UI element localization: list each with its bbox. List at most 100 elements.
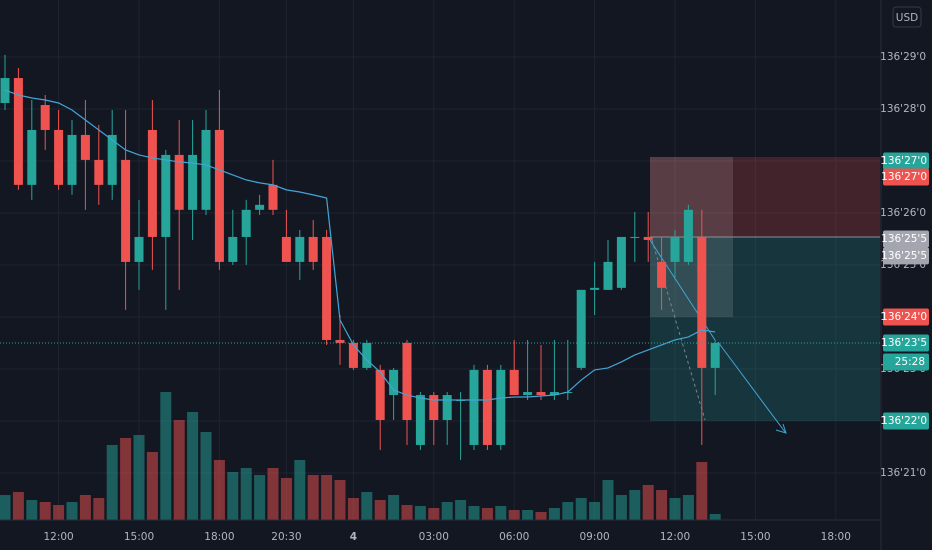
x-tick-label: 03:00	[419, 531, 449, 543]
x-tick-label: 12:00	[43, 531, 73, 543]
candle-body	[161, 154, 171, 237]
volume-bar	[321, 475, 333, 520]
volume-bar	[160, 392, 172, 520]
x-tick-label: 18:00	[204, 531, 234, 543]
volume-bar	[629, 490, 641, 520]
volume-bar	[26, 500, 38, 520]
candle-body	[67, 134, 77, 185]
volume-bar	[120, 438, 132, 520]
volume-bar	[682, 495, 694, 520]
axis-layer: 136'29'0136'28'0136'27'0136'26'0136'25'0…	[43, 51, 929, 543]
candle-body	[134, 236, 144, 262]
position-tool[interactable]	[649, 157, 880, 434]
volume-bar	[93, 498, 105, 520]
y-tick-label: 136'28'0	[880, 103, 926, 115]
candle-body	[469, 369, 479, 445]
volume-bar	[200, 432, 212, 520]
candle-layer	[0, 54, 720, 460]
candle-body	[402, 342, 412, 420]
countdown: 25:28	[895, 356, 925, 368]
candle-body	[255, 204, 265, 210]
price-badge-label: 136'24'0	[881, 311, 927, 323]
candle-body	[576, 289, 586, 368]
x-tick-label: 12:00	[660, 531, 690, 543]
volume-bar	[361, 492, 373, 520]
volume-bar	[12, 492, 24, 520]
candle-body	[295, 236, 305, 262]
x-tick-label: 20:30	[271, 531, 301, 543]
countdown-badge	[883, 353, 929, 371]
candle-body	[40, 104, 50, 130]
volume-bar	[79, 495, 91, 520]
target-zone	[650, 237, 880, 421]
candle-body	[496, 369, 506, 445]
volume-bar	[227, 472, 239, 520]
volume-bar	[495, 506, 507, 520]
volume-bar	[173, 420, 185, 520]
volume-bar	[254, 475, 266, 520]
candle-body	[214, 129, 224, 262]
x-tick-label: 18:00	[821, 531, 851, 543]
candle-body	[322, 236, 332, 340]
volume-bar	[39, 502, 51, 520]
volume-bar	[642, 485, 654, 520]
price-badge-label: 136'27'0	[881, 155, 927, 167]
currency-box[interactable]	[892, 6, 922, 28]
volume-bar	[696, 462, 708, 520]
candle-body	[107, 134, 117, 185]
volume-bar	[602, 480, 614, 520]
candle-body	[482, 369, 492, 445]
volume-bar	[347, 498, 359, 520]
volume-bar	[146, 452, 158, 520]
volume-bar	[656, 490, 668, 520]
volume-bar	[455, 500, 467, 520]
volume-bar	[535, 512, 547, 520]
x-tick-label: 15:00	[124, 531, 154, 543]
volume-bar	[187, 412, 199, 520]
volume-bar	[374, 500, 386, 520]
volume-bar	[0, 495, 11, 520]
volume-bar	[133, 435, 145, 520]
candle-body	[657, 261, 667, 288]
candle-body	[710, 342, 720, 368]
price-badge-label: 136'25'5	[881, 233, 927, 245]
x-tick-label: 09:00	[579, 531, 609, 543]
x-tick-label: 15:00	[740, 531, 770, 543]
price-badge-label: 136'25'5	[881, 250, 927, 262]
candle-body	[549, 392, 559, 396]
volume-bar	[589, 502, 601, 520]
candle-body	[121, 159, 131, 262]
price-badge-label: 136'22'0	[881, 415, 927, 427]
volume-bar	[428, 508, 440, 520]
price-badge	[883, 152, 929, 170]
candle-body	[94, 159, 104, 185]
price-badge	[883, 412, 929, 430]
candle-body	[415, 395, 425, 445]
volume-bar	[562, 502, 574, 520]
currency[interactable]: USD	[896, 12, 918, 24]
candle-body	[54, 129, 64, 185]
x-tick-label: 4	[350, 531, 357, 543]
price-badge	[883, 230, 929, 248]
candle-body	[590, 287, 600, 290]
candle-body	[375, 369, 385, 420]
candle-body	[13, 78, 23, 185]
candle-body	[281, 236, 291, 262]
candle-body	[241, 209, 251, 237]
volume-bar	[240, 468, 252, 520]
candle-body	[201, 129, 211, 210]
candle-body	[308, 236, 318, 262]
candle-body	[362, 342, 372, 368]
candle-body	[335, 339, 345, 343]
candle-body	[348, 342, 358, 368]
price-badge	[883, 168, 929, 186]
candle-body	[27, 129, 37, 185]
candle-body	[442, 395, 452, 420]
volume-bar	[66, 502, 78, 520]
volume-bar	[441, 502, 453, 520]
candle-body	[643, 236, 653, 240]
volume-bar	[548, 508, 560, 520]
candle-body	[697, 236, 707, 368]
candle-body	[509, 369, 519, 396]
